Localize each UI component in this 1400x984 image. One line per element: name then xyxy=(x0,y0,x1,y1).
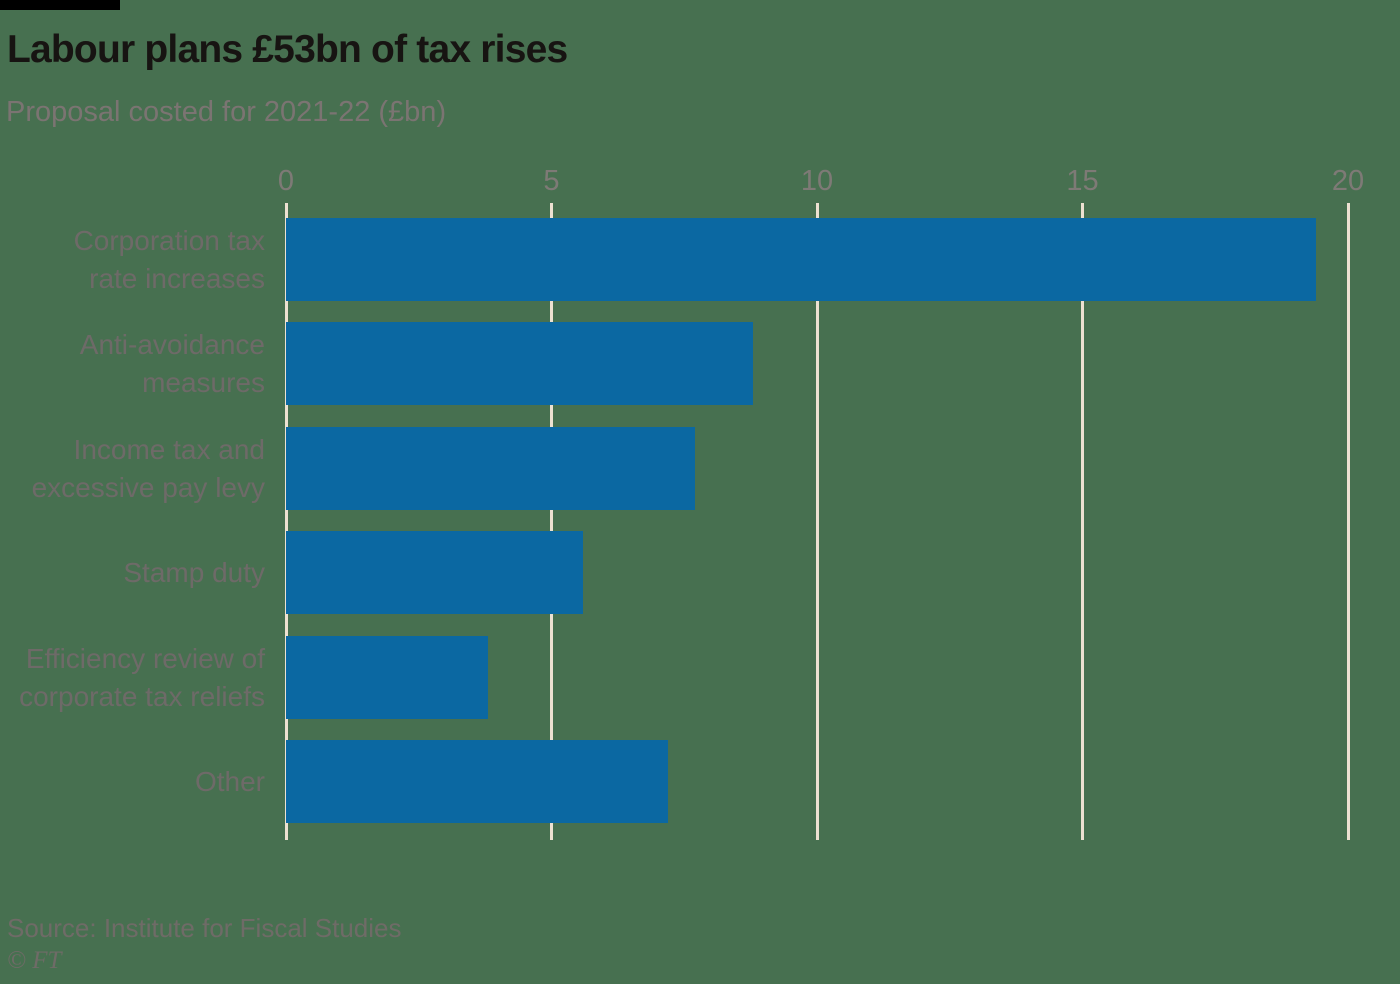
bar-4 xyxy=(286,636,488,719)
category-label-line: Corporation tax xyxy=(73,225,265,256)
category-label-line: Efficiency review of xyxy=(25,643,265,674)
bar-3 xyxy=(286,531,583,614)
category-label-line: measures xyxy=(142,367,265,398)
category-label-3: Stamp duty xyxy=(0,554,265,592)
category-label-line: Anti-avoidance xyxy=(79,329,265,360)
chart-title: Labour plans £53bn of tax rises xyxy=(7,28,568,71)
source-note: Source: Institute for Fiscal Studies xyxy=(7,913,402,943)
x-tick-label-5: 5 xyxy=(543,165,560,197)
bar-2 xyxy=(286,427,695,510)
gridline-0 xyxy=(284,203,288,840)
ft-copyright: © FT xyxy=(7,947,62,974)
x-tick-label-10: 10 xyxy=(800,165,834,197)
category-label-line: corporate tax reliefs xyxy=(19,681,265,712)
gridline-20 xyxy=(1346,203,1350,840)
category-label-2: Income tax and excessive pay levy xyxy=(0,431,265,507)
category-label-line: rate increases xyxy=(89,263,265,294)
category-label-line: Stamp duty xyxy=(123,557,265,588)
category-label-line: Other xyxy=(194,766,265,797)
ft-top-bar xyxy=(0,0,120,10)
gridline-10 xyxy=(815,203,819,840)
category-label-line: excessive pay levy xyxy=(31,472,265,503)
category-label-1: Anti-avoidance measures xyxy=(0,326,265,402)
category-label-4: Efficiency review of corporate tax relief… xyxy=(0,640,265,716)
bar-1 xyxy=(286,322,753,405)
category-label-line: Income tax and xyxy=(73,434,265,465)
bar-0 xyxy=(286,218,1316,301)
x-tick-label-15: 15 xyxy=(1066,165,1099,197)
chart-subtitle: Proposal costed for 2021-22 (£bn) xyxy=(6,96,447,128)
category-label-0: Corporation tax rate increases xyxy=(0,222,265,298)
bar-5 xyxy=(286,740,668,823)
x-tick-label-20: 20 xyxy=(1331,165,1365,197)
gridline-5 xyxy=(550,203,553,840)
x-tick-label-0: 0 xyxy=(277,165,295,197)
gridline-15 xyxy=(1081,203,1084,840)
category-label-5: Other xyxy=(0,763,265,801)
